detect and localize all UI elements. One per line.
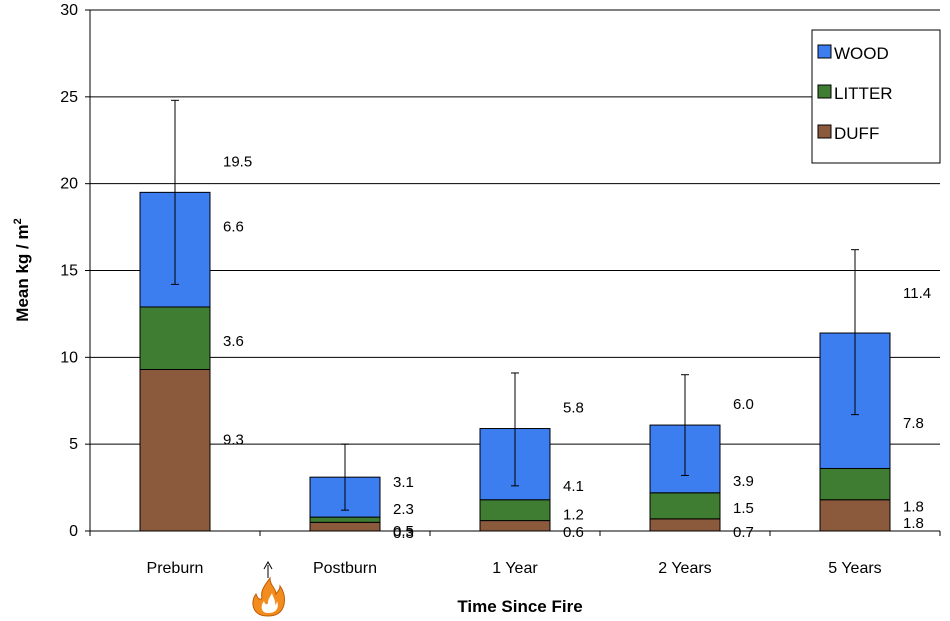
y-tick-label: 10: [60, 349, 78, 366]
bar-segment-duff: [649, 518, 721, 532]
legend-label-duff: DUFF: [834, 124, 879, 143]
y-axis-title-superscript: 2: [12, 218, 24, 224]
data-labels: 19.56.63.69.33.12.30.30.55.84.11.20.66.0…: [223, 153, 931, 542]
bar-segment-duff: [139, 368, 211, 532]
legend: WOOD LITTER DUFF: [811, 29, 941, 164]
duff-label: 0.7: [733, 524, 754, 541]
fire-annotation: [252, 560, 285, 617]
litter-label: 1.8: [903, 498, 924, 515]
bar-segment-duff: [479, 520, 551, 532]
legend-swatch-litter: [817, 84, 832, 99]
wood-label: 3.9: [733, 473, 754, 490]
y-axis-ticks: 0 5 10 15 20 25 30: [60, 2, 90, 540]
total-label: 3.1: [393, 474, 414, 491]
wood-label: 7.8: [903, 415, 924, 432]
litter-label: 0.3: [393, 525, 414, 542]
bar-segment-litter: [649, 492, 721, 520]
wood-label: 4.1: [563, 478, 584, 495]
legend-label-wood: WOOD: [834, 44, 889, 63]
y-tick-label: 5: [69, 436, 78, 453]
category-label: 2 Years: [658, 560, 711, 577]
bar-segment-litter: [139, 306, 211, 370]
wood-label: 2.3: [393, 501, 414, 518]
legend-swatch-duff: [817, 124, 832, 139]
y-axis-title: Mean kg / m2: [12, 218, 32, 321]
bar-segment-litter: [819, 467, 891, 501]
total-label: 6.0: [733, 396, 754, 413]
y-tick-label: 25: [60, 89, 78, 106]
y-tick-label: 30: [60, 2, 78, 19]
litter-label: 1.2: [563, 507, 584, 524]
x-axis-categories: Preburn Postburn 1 Year 2 Years 5 Years: [89, 531, 941, 577]
category-label: Postburn: [313, 560, 377, 577]
error-bars: [171, 99, 859, 511]
litter-label: 3.6: [223, 333, 244, 350]
duff-label: 0.6: [563, 524, 584, 541]
x-axis-title: Time Since Fire: [457, 597, 582, 616]
fire-icon: [252, 576, 285, 617]
bar-segment-duff: [819, 499, 891, 532]
bar-segment-duff: [309, 521, 381, 532]
duff-label: 9.3: [223, 431, 244, 448]
legend-box: [811, 29, 941, 164]
legend-swatch-wood: [817, 44, 832, 59]
wood-label: 6.6: [223, 219, 244, 236]
category-label: 1 Year: [492, 560, 538, 577]
bar-segment-litter: [479, 499, 551, 522]
category-label: Preburn: [147, 560, 204, 577]
fire-arrowhead: [263, 560, 273, 570]
total-label: 19.5: [223, 153, 252, 170]
legend-label-litter: LITTER: [834, 84, 893, 103]
duff-label: 1.8: [903, 515, 924, 532]
total-label: 5.8: [563, 399, 584, 416]
category-label: 5 Years: [828, 560, 881, 577]
litter-label: 1.5: [733, 500, 754, 517]
bar-segment-litter: [309, 516, 381, 523]
y-tick-label: 20: [60, 176, 78, 193]
y-axis-title-main: Mean kg / m: [13, 224, 32, 321]
y-tick-label: 15: [60, 263, 78, 280]
y-tick-label: 0: [69, 523, 78, 540]
total-label: 11.4: [903, 285, 931, 302]
gridlines: [90, 9, 940, 445]
